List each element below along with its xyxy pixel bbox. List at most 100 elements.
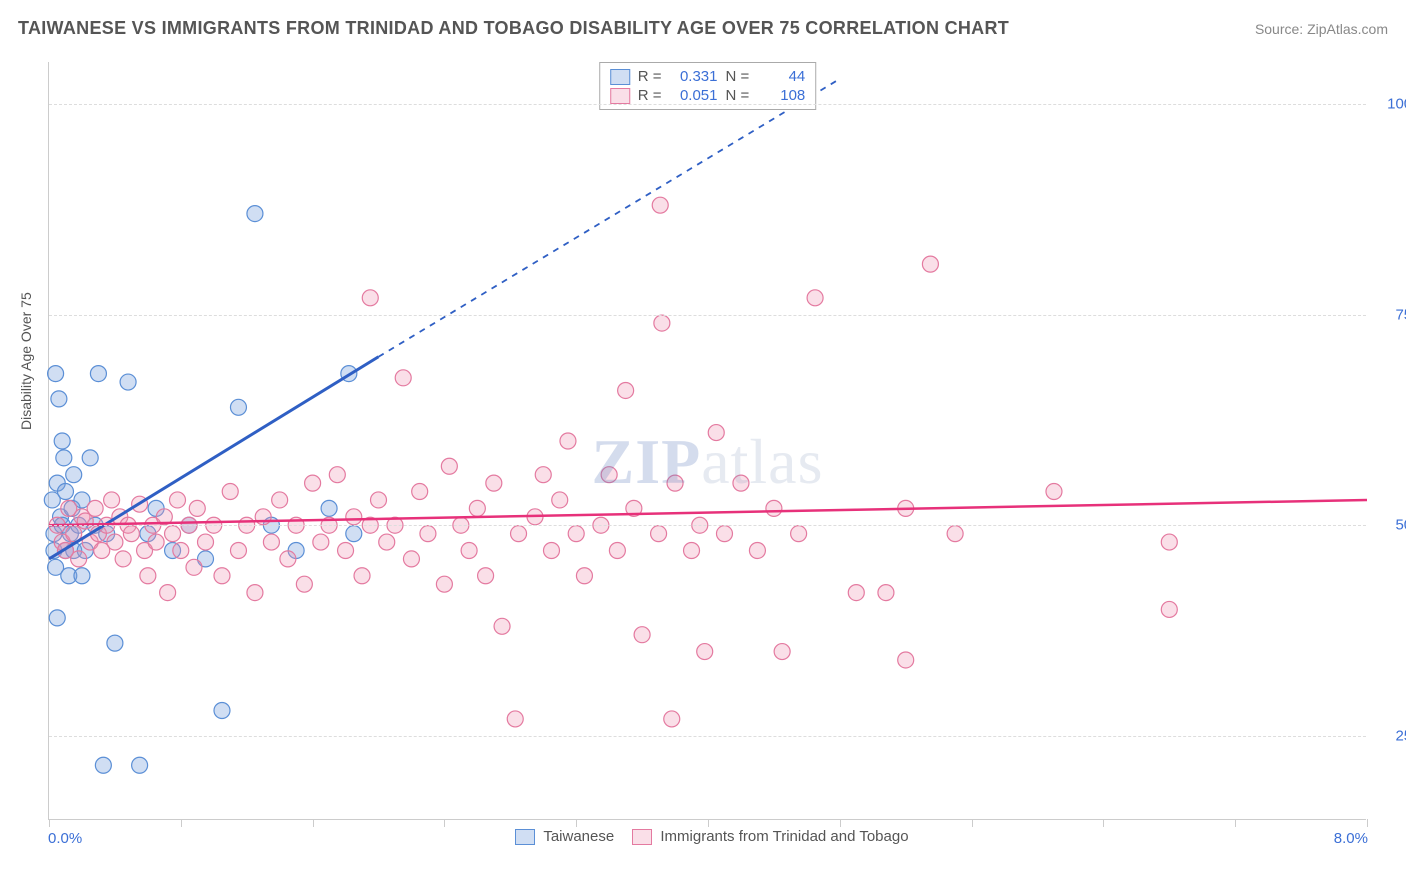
legend-row: R =0.331N =44 — [610, 67, 806, 86]
data-point — [766, 500, 782, 516]
data-point — [66, 467, 82, 483]
series-swatch — [515, 829, 535, 845]
data-point — [362, 290, 378, 306]
data-point — [230, 542, 246, 558]
y-axis-label: Disability Age Over 75 — [18, 292, 34, 430]
data-point — [148, 534, 164, 550]
data-point — [346, 509, 362, 525]
data-point — [733, 475, 749, 491]
legend-r-value: 0.051 — [670, 87, 718, 104]
stats-legend: R =0.331N =44R =0.051N =108 — [599, 62, 817, 110]
data-point — [354, 568, 370, 584]
x-tick — [1367, 819, 1368, 827]
data-point — [222, 484, 238, 500]
data-point — [186, 559, 202, 575]
data-point — [296, 576, 312, 592]
data-point — [214, 568, 230, 584]
data-point — [338, 542, 354, 558]
data-point — [82, 450, 98, 466]
x-tick — [181, 819, 182, 827]
data-point — [247, 585, 263, 601]
data-point — [1161, 601, 1177, 617]
data-point — [272, 492, 288, 508]
data-point — [48, 366, 64, 382]
data-point — [441, 458, 457, 474]
gridline — [49, 104, 1366, 105]
data-point — [51, 391, 67, 407]
data-point — [697, 644, 713, 660]
data-point — [160, 585, 176, 601]
legend-n-label: N = — [726, 68, 750, 85]
data-point — [313, 534, 329, 550]
gridline — [49, 315, 1366, 316]
source-label: Source: ZipAtlas.com — [1255, 21, 1388, 37]
data-point — [469, 500, 485, 516]
data-point — [56, 450, 72, 466]
data-point — [494, 618, 510, 634]
plot-area: R =0.331N =44R =0.051N =108 ZIPatlas 25.… — [48, 62, 1366, 820]
data-point — [436, 576, 452, 592]
data-point — [214, 703, 230, 719]
data-point — [107, 534, 123, 550]
legend-r-label: R = — [638, 87, 662, 104]
data-point — [1046, 484, 1062, 500]
data-point — [189, 500, 205, 516]
data-point — [654, 315, 670, 331]
y-tick-label: 50.0% — [1374, 517, 1406, 534]
data-point — [230, 399, 246, 415]
data-point — [87, 500, 103, 516]
gridline — [49, 736, 1366, 737]
data-point — [173, 542, 189, 558]
data-point — [667, 475, 683, 491]
data-point — [664, 711, 680, 727]
data-point — [511, 526, 527, 542]
data-point — [104, 492, 120, 508]
series-label: Taiwanese — [539, 828, 614, 845]
data-point — [165, 526, 181, 542]
data-point — [170, 492, 186, 508]
data-point — [609, 542, 625, 558]
y-tick-label: 75.0% — [1374, 306, 1406, 323]
data-point — [774, 644, 790, 660]
data-point — [403, 551, 419, 567]
data-point — [618, 382, 634, 398]
data-point — [568, 526, 584, 542]
data-point — [560, 433, 576, 449]
data-point — [708, 425, 724, 441]
data-point — [263, 534, 279, 550]
x-tick — [708, 819, 709, 827]
data-point — [49, 610, 65, 626]
y-tick-label: 100.0% — [1374, 96, 1406, 113]
data-point — [329, 467, 345, 483]
series-label: Immigrants from Trinidad and Tobago — [656, 828, 908, 845]
data-point — [115, 551, 131, 567]
data-point — [684, 542, 700, 558]
data-point — [95, 757, 111, 773]
y-tick-label: 25.0% — [1374, 727, 1406, 744]
data-point — [552, 492, 568, 508]
data-point — [123, 526, 139, 542]
x-tick — [576, 819, 577, 827]
data-point — [716, 526, 732, 542]
data-point — [74, 568, 90, 584]
data-point — [247, 206, 263, 222]
data-point — [543, 542, 559, 558]
data-point — [412, 484, 428, 500]
data-point — [107, 635, 123, 651]
legend-swatch — [610, 69, 630, 85]
data-point — [120, 374, 136, 390]
data-point — [898, 652, 914, 668]
data-point — [535, 467, 551, 483]
data-point — [947, 526, 963, 542]
data-point — [507, 711, 523, 727]
x-tick — [313, 819, 314, 827]
data-point — [601, 467, 617, 483]
data-point — [57, 484, 73, 500]
data-point — [305, 475, 321, 491]
data-point — [346, 526, 362, 542]
data-point — [807, 290, 823, 306]
x-tick — [1103, 819, 1104, 827]
data-point — [379, 534, 395, 550]
data-point — [321, 500, 337, 516]
data-point — [922, 256, 938, 272]
